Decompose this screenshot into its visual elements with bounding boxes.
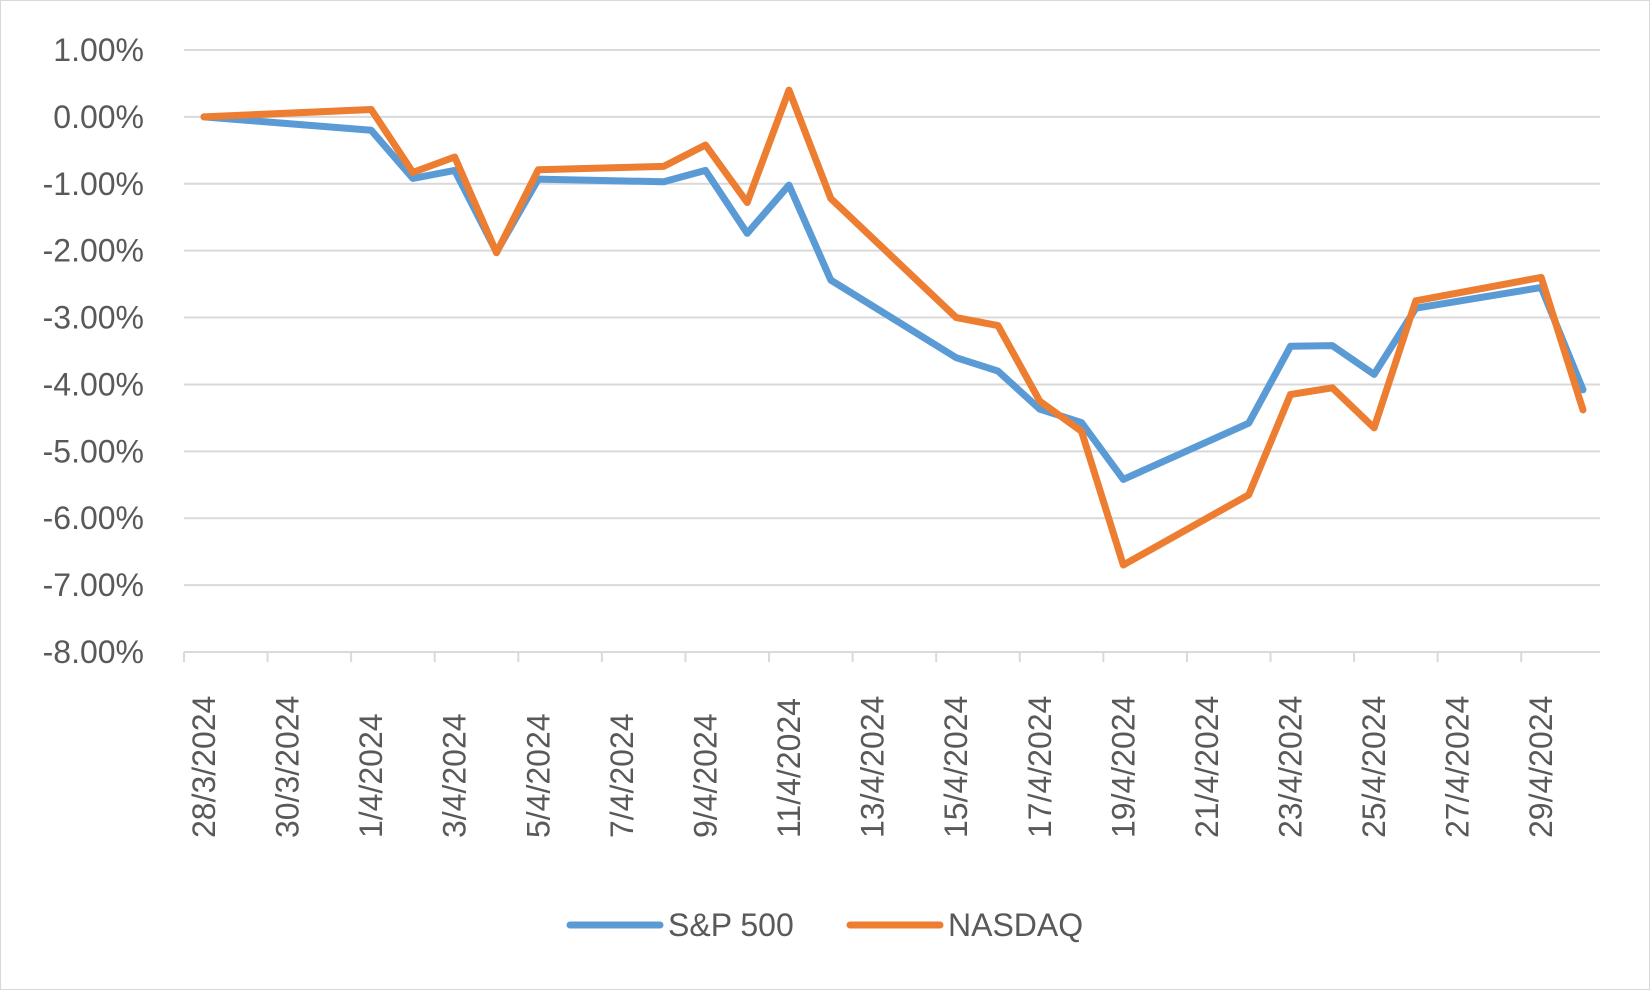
x-tick-label: 29/4/2024 <box>1523 696 1559 838</box>
x-axis <box>183 652 1523 662</box>
legend: S&P 500 NASDAQ <box>566 907 1083 943</box>
x-tick-label: 28/3/2024 <box>186 696 222 838</box>
legend-label: S&P 500 <box>668 907 794 943</box>
series-lines <box>200 86 1587 569</box>
x-tick-label: 3/4/2024 <box>437 713 473 838</box>
y-tick-label: -2.00% <box>43 233 144 269</box>
y-tick-label: -7.00% <box>43 567 144 603</box>
y-tick-label: -6.00% <box>43 500 144 536</box>
x-tick-label: 1/4/2024 <box>353 713 389 838</box>
x-tick-label: 19/4/2024 <box>1105 696 1141 838</box>
x-tick-label: 25/4/2024 <box>1356 696 1392 838</box>
x-tick-label: 9/4/2024 <box>687 713 723 838</box>
x-tick-label: 27/4/2024 <box>1440 696 1476 838</box>
y-tick-label: 1.00% <box>53 32 144 68</box>
x-tick-label: 23/4/2024 <box>1272 696 1308 838</box>
y-tick-label: -5.00% <box>43 433 144 469</box>
x-tick-label: 5/4/2024 <box>520 713 556 838</box>
x-tick-label: 11/4/2024 <box>771 698 807 838</box>
y-tick-label: -8.00% <box>43 634 144 670</box>
y-axis-ticks: 1.00% 0.00% -1.00% -2.00% -3.00% -4.00% -5.00%… <box>43 32 144 670</box>
series-line-nasdaq <box>200 86 1587 569</box>
x-tick-label: 17/4/2024 <box>1022 696 1058 838</box>
y-tick-label: -4.00% <box>43 366 144 402</box>
x-tick-label: 13/4/2024 <box>855 696 891 838</box>
y-tick-label: -1.00% <box>43 166 144 202</box>
gridlines <box>184 49 1600 653</box>
y-tick-label: -3.00% <box>43 300 144 336</box>
x-tick-label: 7/4/2024 <box>604 713 640 838</box>
y-tick-label: 0.00% <box>53 99 144 135</box>
x-tick-label: 30/3/2024 <box>270 696 306 838</box>
x-tick-label: 15/4/2024 <box>938 696 974 838</box>
x-tick-label: 21/4/2024 <box>1189 696 1225 838</box>
legend-label: NASDAQ <box>948 907 1083 943</box>
x-axis-ticks: 28/3/2024 30/3/2024 1/4/2024 3/4/2024 5/4/20… <box>186 696 1559 838</box>
